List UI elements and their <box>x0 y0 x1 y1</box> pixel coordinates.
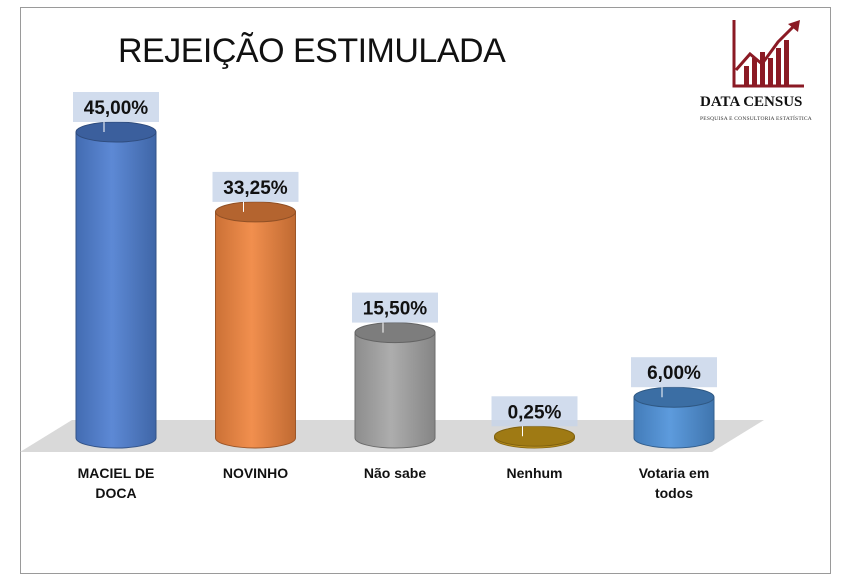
data-label-4: 0,25% <box>491 396 578 437</box>
bar-3 <box>354 322 436 449</box>
value-label: 45,00% <box>84 98 149 119</box>
category-label: Nenhum <box>507 465 563 481</box>
category-label: MACIEL DE <box>78 465 155 481</box>
value-label: 0,25% <box>508 402 562 423</box>
brand-name: DATA CENSUS <box>700 94 803 110</box>
value-label: 33,25% <box>223 178 288 199</box>
category-label: Votaria em <box>639 465 710 481</box>
brand-tagline: PESQUISA E CONSULTORIA ESTATÍSTICA <box>700 116 812 122</box>
brand-logo-icon <box>732 20 804 88</box>
data-label-3: 15,50% <box>352 292 438 333</box>
bar-4 <box>494 425 575 449</box>
category-label: DOCA <box>95 485 136 501</box>
value-label: 15,50% <box>363 299 428 320</box>
data-label-5: 6,00% <box>631 357 717 398</box>
bar-1 <box>75 121 157 449</box>
chart-title: REJEIÇÃO ESTIMULADA <box>118 32 506 70</box>
bar-5 <box>633 386 715 449</box>
category-label: todos <box>655 485 693 501</box>
data-label-2: 33,25% <box>212 171 299 212</box>
category-label: NOVINHO <box>223 465 288 481</box>
bar-2 <box>215 201 296 449</box>
value-label: 6,00% <box>647 363 701 384</box>
data-label-1: 45,00% <box>73 92 159 132</box>
category-label: Não sabe <box>364 465 426 481</box>
